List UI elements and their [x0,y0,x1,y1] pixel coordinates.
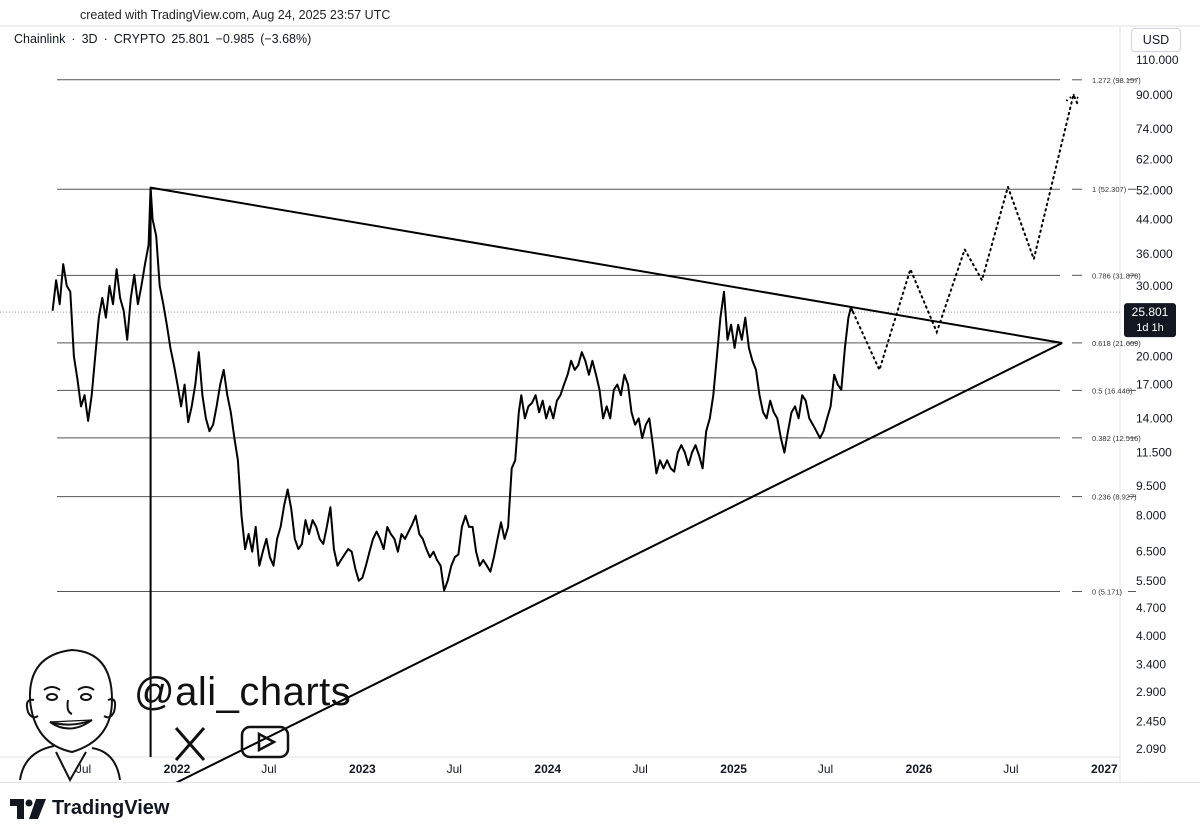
price-tag: 25.801 1d 1h [1124,303,1176,338]
symbol-change-pct: (−3.68%) [260,32,312,46]
y-tick-label: 2.450 [1136,714,1166,728]
symbol-change: −0.985 [215,32,255,46]
price-line [51,186,854,592]
price-tag-value: 25.801 [1132,305,1169,319]
price-series [51,186,854,592]
trendline [175,342,1063,782]
x-tick-label: 2023 [349,762,376,776]
tradingview-wordmark: TradingView [52,797,170,819]
x-tick-label: Jul [76,762,91,776]
y-tick-label: 90.000 [1136,88,1173,102]
y-tick-label: 5.500 [1136,574,1166,588]
fib-label: 0 (5.171) [1092,588,1123,597]
x-tick-label: 2025 [720,762,747,776]
created-note: created with TradingView.com, Aug 24, 20… [80,8,391,22]
y-tick-label: 14.000 [1136,411,1173,425]
y-tick-label: 11.500 [1136,446,1172,460]
price-axis: 110.000 90.000 74.000 62.000 52.000 44.000 36.… [1136,53,1179,756]
projection-path [852,91,1081,373]
projection-arrowhead [1065,93,1081,102]
currency-button[interactable]: USD [1131,28,1181,52]
fib-label: 0.786 (31.878) [1092,271,1141,280]
y-tick-label: 2.900 [1136,685,1166,699]
fib-label: 0.236 (8.927) [1092,493,1137,502]
x-tick-label: 2027 [1091,762,1118,776]
y-tick-label: 36.000 [1136,247,1173,261]
y-tick-label: 8.000 [1136,509,1166,523]
fib-label: 0.382 (12.516) [1092,434,1141,443]
footer-bar [0,782,1200,837]
y-tick-label: 74.000 [1136,122,1173,136]
fib-label: 1.272 (98.157) [1092,76,1141,85]
youtube-icon [240,725,290,759]
y-tick-label: 9.500 [1136,479,1166,493]
trendlines [149,186,1063,782]
y-tick-label: 52.000 [1136,183,1173,197]
x-logo-icon [174,727,206,761]
tradingview-logo[interactable]: TradingView [10,797,169,820]
x-tick-label: 2022 [164,762,191,776]
fib-label: 0.618 (21.609) [1092,339,1141,348]
price-tag-box [1124,303,1176,338]
y-tick-label: 6.500 [1136,545,1166,559]
x-tick-label: Jul [261,762,276,776]
symbol-price: 25.801 [171,32,210,46]
price-chart[interactable]: 1.272 (98.157) 1 (52.307) 0.786 (31.878) 0.… [0,0,1200,782]
time-axis: Jul 2022 Jul 2023 Jul 2024 Jul 2025 Jul 2026 Jul 20… [76,762,1118,776]
y-tick-label: 20.000 [1136,349,1173,363]
fib-label: 0.5 (16.446) [1092,386,1133,395]
y-tick-label: 44.000 [1136,212,1173,226]
symbol-name: Chainlink [14,32,66,46]
x-tick-label: Jul [633,762,648,776]
tradingview-logo-icon [10,798,46,819]
y-tick-label: 4.700 [1136,601,1166,615]
x-tick-label: 2026 [906,762,933,776]
trendline [150,186,1063,344]
x-tick-label: Jul [1003,762,1018,776]
x-tick-label: Jul [818,762,833,776]
y-tick-label: 17.000 [1136,378,1173,392]
y-tick-label: 2.090 [1136,742,1166,756]
avatar-sketch [19,648,121,782]
fib-levels: 1.272 (98.157) 1 (52.307) 0.786 (31.878) 0.… [0,76,1141,597]
symbol-exchange: CRYPTO [113,32,166,46]
y-tick-label: 3.400 [1136,657,1166,671]
symbol-info: Chainlink · 3D · CRYPTO 25.801 −0.985 (−3.68%) [14,32,312,46]
x-tick-label: 2024 [534,762,561,776]
price-tag-countdown: 1d 1h [1136,322,1164,334]
symbol-interval: 3D [81,32,98,46]
watermark-handle: @ali_charts [134,670,352,714]
projection-line [852,91,1079,373]
y-tick-label: 30.000 [1136,279,1173,293]
y-tick-label: 4.000 [1136,629,1166,643]
y-tick-label: 110.000 [1136,53,1179,67]
x-tick-label: Jul [447,762,462,776]
y-tick-label: 62.000 [1136,153,1173,167]
fib-label: 1 (52.307) [1092,185,1127,194]
